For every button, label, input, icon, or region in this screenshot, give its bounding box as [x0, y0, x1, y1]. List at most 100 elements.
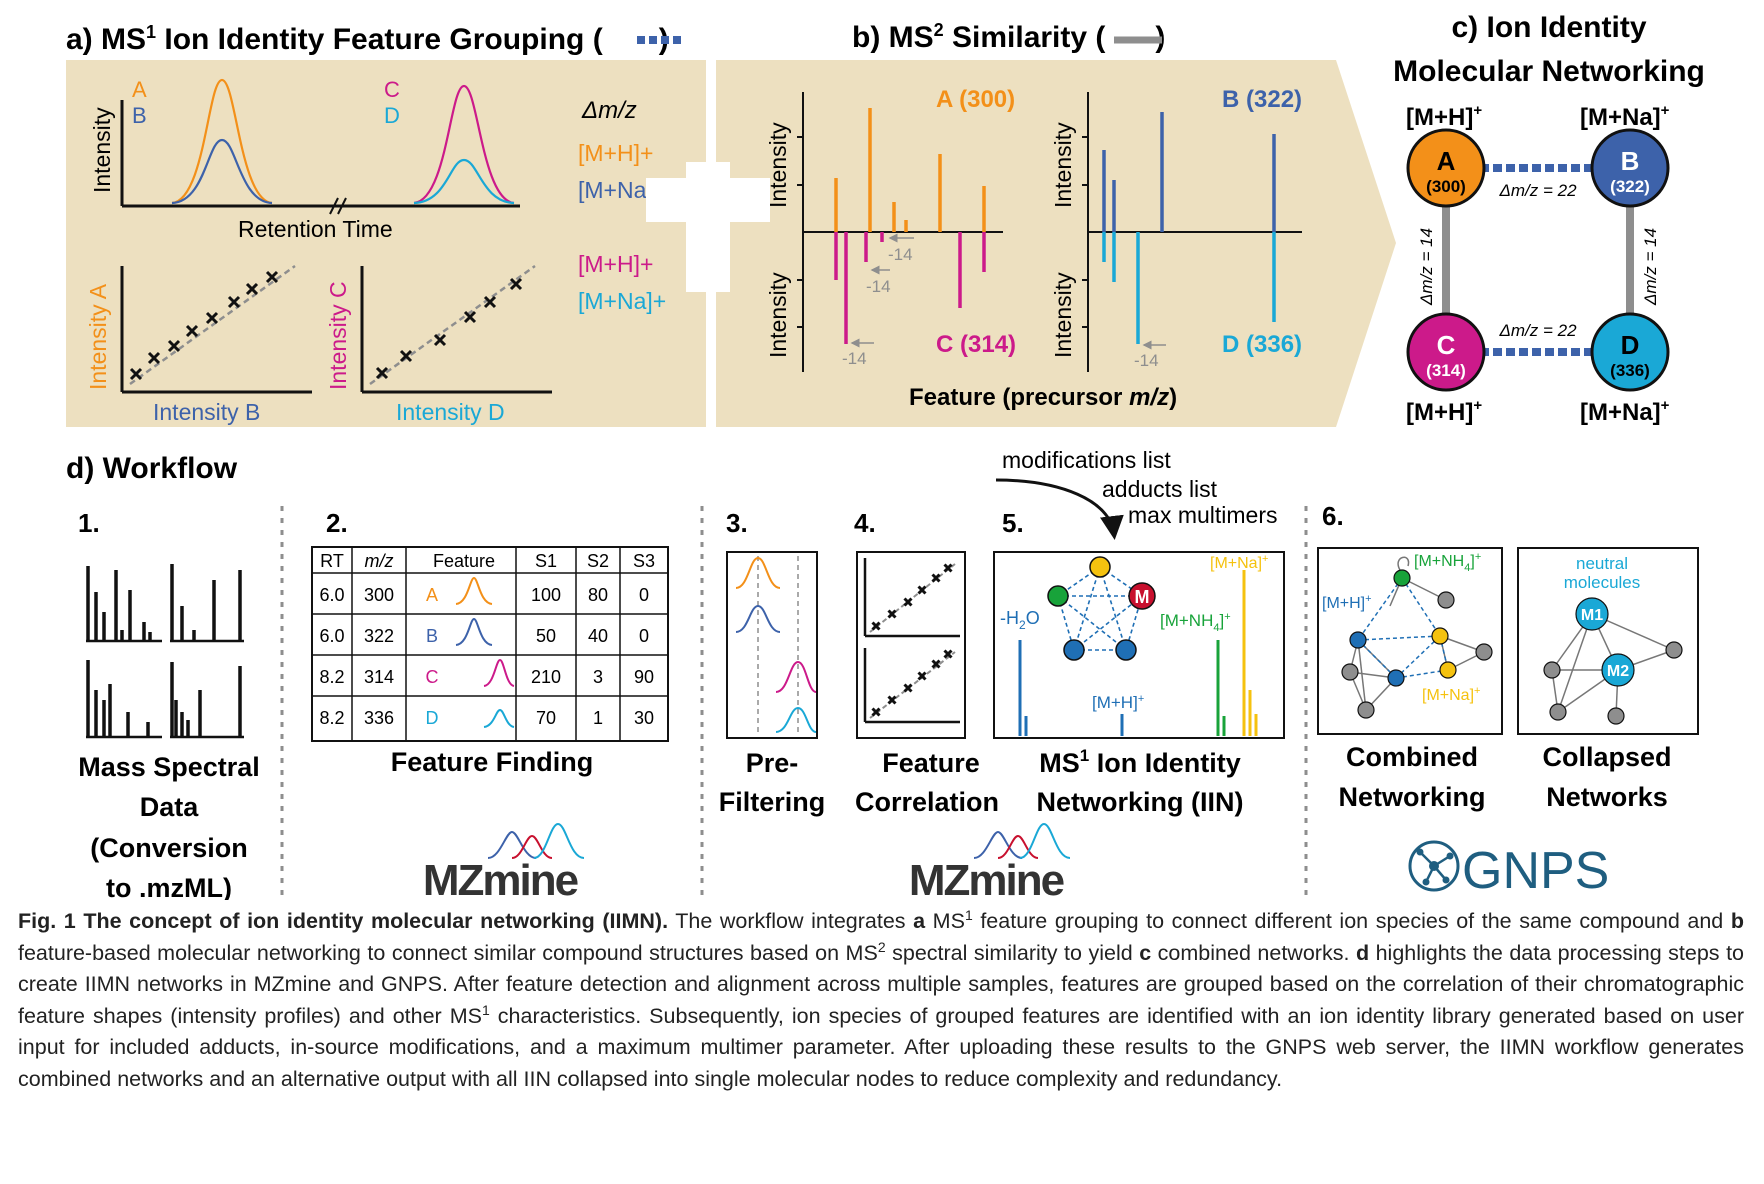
- table-cell: 70: [536, 708, 556, 728]
- scatter-point: [129, 367, 143, 381]
- scatter-c-d: Intensity C Intensity D: [325, 264, 552, 425]
- table-cell: 100: [531, 585, 561, 605]
- panel-a-title: a) MS1 Ion Identity Feature Grouping (): [66, 22, 669, 56]
- corr-point: [943, 649, 953, 659]
- table-cell: 6.0: [319, 585, 344, 605]
- svg-text:Data: Data: [140, 792, 200, 822]
- step4-number: 4.: [854, 508, 876, 538]
- step6-number: 6.: [1322, 501, 1344, 531]
- cn-node-yellow-2: [1439, 661, 1457, 679]
- table-cell: 0: [639, 626, 649, 646]
- step2-label: Feature Finding: [391, 747, 594, 777]
- scatter-a-b: Intensity A Intensity B: [85, 264, 312, 425]
- step3-label-2: Filtering: [719, 787, 826, 817]
- scatter2-x-label: Intensity D: [396, 399, 505, 425]
- adduct-mh-2: [M+H]+: [578, 251, 653, 277]
- chrom-label-A: A: [132, 77, 147, 102]
- step3-number: 3.: [726, 508, 748, 538]
- step2-number: 2.: [326, 508, 348, 538]
- feature-table: RT m/z Feature S1 S2 S3 6.0 300 A 100 80 06.0…: [311, 546, 669, 742]
- step1-number: 1.: [78, 508, 100, 538]
- adduct-label-D: [M+Na]+: [1580, 397, 1670, 426]
- table-cell: 90: [634, 667, 654, 687]
- corr-point: [871, 707, 881, 717]
- node-B: [1590, 128, 1670, 208]
- corr-point: [943, 563, 953, 573]
- figure-canvas: a) MS1 Ion Identity Feature Grouping () …: [66, 11, 1705, 900]
- panel-d-title: d) Workflow: [66, 452, 238, 485]
- scatter-points-cd: [375, 277, 523, 380]
- input-adducts: adducts list: [1102, 476, 1218, 502]
- table-cell: D: [426, 708, 439, 728]
- spectrum-label-D: D (336): [1222, 331, 1302, 358]
- table-cell: 1: [593, 708, 603, 728]
- corr-point: [871, 621, 881, 631]
- corr-point: [903, 683, 913, 693]
- cn-node-green: [1393, 569, 1411, 587]
- gnps-logo: GNPS: [1408, 840, 1609, 900]
- scatter2-y-label: Intensity C: [325, 281, 351, 390]
- input-modifications: modifications list: [1002, 447, 1171, 473]
- scatter-point: [147, 351, 161, 365]
- table-body: 6.0 300 A 100 80 0 6.0 322 B 50 40 0 8.2 314 C 210 3 90 8.…: [319, 585, 654, 728]
- neutral-label-2: molecules: [1564, 573, 1641, 592]
- corr-point: [931, 659, 941, 669]
- cn-node-blue-1: [1349, 631, 1367, 649]
- table-cell: 6.0: [319, 626, 344, 646]
- table-cell: 80: [588, 585, 608, 605]
- peak-A: [171, 78, 273, 205]
- table-header-feature: Feature: [433, 551, 495, 571]
- shift-label-4: -14: [1134, 351, 1159, 370]
- node-A-label: A: [1437, 146, 1456, 176]
- scatter-points-ab: [129, 270, 279, 381]
- scatter-point: [399, 349, 413, 363]
- node-A-mz: (300): [1426, 177, 1466, 196]
- scatter-point: [227, 295, 241, 309]
- table-header-s1: S1: [535, 551, 557, 571]
- panel-b-x-label: Feature (precursor m/z): [909, 384, 1177, 411]
- m1-label: M1: [1581, 607, 1603, 624]
- label-mna: [M+Na]+: [1210, 553, 1268, 572]
- svg-text:M: M: [1135, 587, 1150, 607]
- step4-label-1: Feature: [882, 748, 980, 778]
- figure-caption: Fig. 1 The concept of ion identity molec…: [18, 906, 1744, 1091]
- peak-D: [413, 158, 515, 205]
- adduct-label-C: [M+H]+: [1406, 397, 1482, 426]
- svg-text:to .mzML): to .mzML): [106, 873, 232, 900]
- spectrum-label-A: A (300): [936, 86, 1015, 113]
- scatter-point: [167, 339, 181, 353]
- corr-point: [887, 609, 897, 619]
- scatter1-x-label: Intensity B: [153, 399, 260, 425]
- svg-text:MZmine: MZmine: [909, 856, 1064, 900]
- step5-number: 5.: [1002, 508, 1024, 538]
- table-header-rt: RT: [320, 551, 344, 571]
- label-h2o: -H2O: [1000, 608, 1040, 632]
- mirror2-y-bottom: Intensity: [1050, 272, 1076, 358]
- cn-node-yellow-1: [1431, 627, 1449, 645]
- spectrum-label-C: C (314): [936, 331, 1016, 358]
- table-cell: 210: [531, 667, 561, 687]
- table-peaks: [455, 576, 515, 728]
- delta-14-right: Δm/z = 14: [1641, 228, 1660, 306]
- table-cell: 0: [639, 585, 649, 605]
- collapsed-node-m1: [1575, 597, 1609, 631]
- node-C: [1406, 312, 1486, 392]
- corr-point: [931, 573, 941, 583]
- node-D-mz: (336): [1610, 361, 1650, 380]
- table-cell: 40: [588, 626, 608, 646]
- step6-label-b-2: Networks: [1546, 782, 1668, 812]
- table-cell: 300: [364, 585, 394, 605]
- step6-label-a-2: Networking: [1338, 782, 1485, 812]
- cn-label-mnh4: [M+NH4]+: [1414, 551, 1481, 574]
- correlation-icon: [856, 551, 966, 739]
- scatter-point: [463, 310, 477, 324]
- scatter-point: [265, 270, 279, 284]
- table-cell: 322: [364, 626, 394, 646]
- corr-point: [917, 671, 927, 681]
- raw-spectra-icon: [86, 564, 244, 739]
- panel-c-title-1: c) Ion Identity: [1452, 11, 1647, 44]
- cn-label-mna: [M+Na]+: [1422, 685, 1480, 704]
- mirror-plot-BD: -14 Intensity Intensity B (322) D (336): [1050, 86, 1302, 372]
- adduct-mh-1: [M+H]+: [578, 140, 653, 166]
- iin-node-m: [1128, 582, 1156, 610]
